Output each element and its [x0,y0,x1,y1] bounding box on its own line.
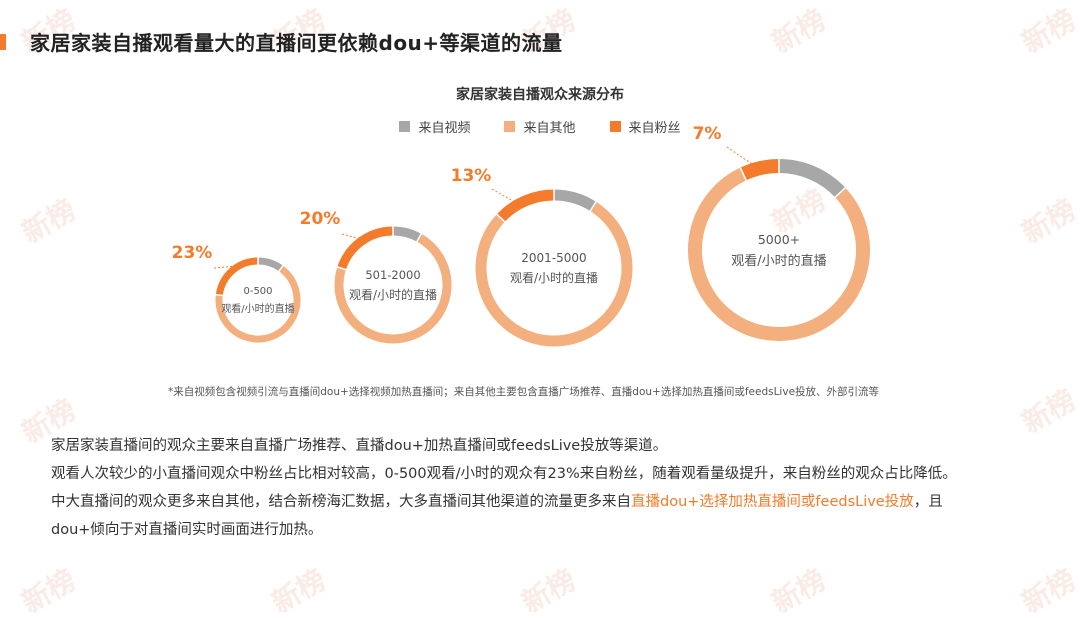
legend-label-other: 来自其他 [523,121,576,136]
slice-separator [415,232,423,243]
summary-line-4: dou+倾向于对直播间实时画面进行加热。 [51,522,323,538]
slice-fans [740,159,780,181]
summary-text: 家居家装直播间的观众主要来自直播广场推荐、直播dou+加热直播间或feedsLi… [51,432,1051,544]
slice-separator [277,264,285,273]
leader-line [726,146,756,167]
legend-item-video: 来自视频 [399,117,470,136]
donut-center-label-2: 观看/小时的直播 [510,270,598,285]
donut-center-label-2: 观看/小时的直播 [221,302,294,315]
summary-line-3-pre: 中大直播间的观众更多来自其他，结合新榜海汇数据，大多直播间其他渠道的流量更多来自 [51,494,631,510]
donut-chart-2: 501-2000 观看/小时的直播 20% [300,209,452,344]
summary-line-1: 家居家装直播间的观众主要来自直播广场推荐、直播dou+加热直播间或feedsLi… [51,438,668,454]
donut-charts: 0-500 观看/小时的直播 23% 501-2000 观看/小时的直播 20% 2001-… [172,124,870,347]
watermark-logo: 新榜 [16,563,82,620]
fans-percent-label: 20% [300,209,341,229]
slice-separator [495,213,507,224]
legend-label-video: 来自视频 [418,121,471,136]
donut-center-label-1: 2001-5000 [521,251,586,265]
slice-other [688,167,870,341]
page-title: 家居家装自播观看量大的直播间更依赖dou+等渠道的流量 [30,31,563,55]
watermark-logo: 新榜 [266,563,332,620]
donut-center-label-1: 5000+ [758,232,800,247]
slice-video [257,257,283,272]
slice-fans [337,226,394,270]
slice-other [215,265,301,343]
slice-video [392,226,422,242]
leader-line [213,265,239,269]
fans-percent-label: 7% [693,124,722,144]
chart-title: 家居家装自播观众来源分布 [456,87,624,103]
summary-line-2: 观看人次较少的小直播间观众中粉丝占比相对较高，0-500观看/小时的观众有23%… [51,466,957,482]
fans-percent-label: 13% [451,166,492,186]
legend-item-other: 来自其他 [504,117,576,136]
slice-separator [214,293,224,297]
donut-chart-3: 2001-5000 观看/小时的直播 13% [451,166,633,347]
legend-item-fans: 来自粉丝 [609,117,681,136]
slice-separator [588,200,598,213]
fans-percent-label: 23% [172,243,213,263]
legend-swatch-fans [609,121,621,132]
donut-center-label-1: 0-500 [243,286,272,297]
donut-chart-1: 0-500 观看/小时的直播 23% [172,243,301,343]
slice-separator [739,166,748,182]
watermark-logo: 新榜 [766,563,832,620]
slice-separator [833,186,847,199]
slice-separator [336,265,348,271]
donut-center-label-2: 观看/小时的直播 [349,287,437,302]
legend-swatch-video [399,121,411,132]
donut-center-label-1: 501-2000 [365,268,420,282]
slice-video [778,159,846,198]
donut-chart-4: 5000+ 观看/小时的直播 7% [688,124,870,341]
slice-other [475,201,633,347]
leader-line [491,188,519,205]
slice-fans [215,257,259,296]
chart-legend: 来自视频 来自其他 来自粉丝 [0,117,1080,136]
watermark-logo: 新榜 [516,563,582,620]
summary-highlight: 直播dou+选择加热直播间或feedsLive投放 [631,494,914,510]
slice-fans [496,189,555,222]
watermark-logo: 新榜 [1016,563,1080,620]
summary-line-3-post: ，且 [913,494,943,510]
donut-center-label-2: 观看/小时的直播 [731,253,826,269]
slice-other [334,233,452,344]
slice-video [553,189,597,212]
legend-swatch-other [504,121,516,132]
chart-footnote: *来自视频包含视频引流与直播间dou+选择视频加热直播间；来自其他主要包含直播广… [168,386,880,398]
legend-label-fans: 来自粉丝 [628,121,681,136]
summary-line-3: 中大直播间的观众更多来自其他，结合新榜海汇数据，大多直播间其他渠道的流量更多来自… [51,488,1051,516]
title-accent-bar [0,34,6,50]
